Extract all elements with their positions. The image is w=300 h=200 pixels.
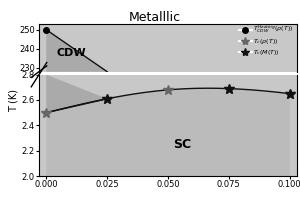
Legend: $T_{CDW}^{Heating}(\rho(T))$, $T_c(\rho(T))$, $T_c(M(T))$: $T_{CDW}^{Heating}(\rho(T))$, $T_c(\rho(… (238, 23, 294, 58)
Text: SC: SC (173, 138, 191, 151)
Text: CDW: CDW (56, 48, 86, 58)
Text: T (K): T (K) (9, 88, 19, 112)
Polygon shape (46, 89, 290, 176)
Title: Metalllic: Metalllic (129, 11, 181, 24)
Polygon shape (46, 30, 107, 72)
Polygon shape (46, 75, 107, 113)
